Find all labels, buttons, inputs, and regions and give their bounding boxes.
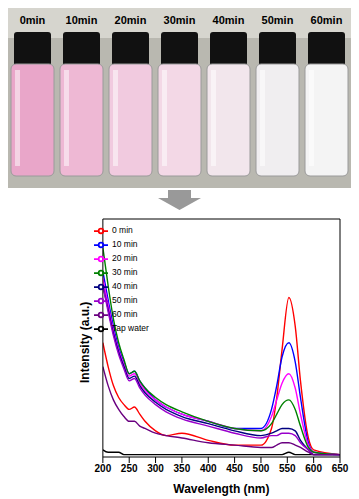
svg-text:30min: 30min xyxy=(164,14,196,26)
svg-text:550: 550 xyxy=(279,463,296,474)
svg-text:300: 300 xyxy=(147,463,164,474)
svg-text:250: 250 xyxy=(121,463,138,474)
svg-text:350: 350 xyxy=(174,463,191,474)
svg-text:60min: 60min xyxy=(311,14,343,26)
svg-text:Intensity (a.u.): Intensity (a.u.) xyxy=(78,302,92,383)
html-text:50 min: 50 min xyxy=(112,295,138,306)
svg-text:450: 450 xyxy=(226,463,243,474)
svg-text:50min: 50min xyxy=(262,14,294,26)
svg-text:40min: 40min xyxy=(213,14,245,26)
svg-text:600: 600 xyxy=(305,463,322,474)
html-text:40 min: 40 min xyxy=(112,281,138,292)
svg-text:500: 500 xyxy=(253,463,270,474)
svg-text:Wavelength (nm): Wavelength (nm) xyxy=(173,482,269,496)
svg-text:10min: 10min xyxy=(66,14,98,26)
svg-text:20min: 20min xyxy=(115,14,147,26)
svg-text:650: 650 xyxy=(332,463,349,474)
html-text:30 min: 30 min xyxy=(112,267,138,278)
html-text:20 min: 20 min xyxy=(112,253,138,264)
html-text:10 min: 10 min xyxy=(112,239,138,250)
html-text:Tap water: Tap water xyxy=(112,323,149,334)
svg-text:200: 200 xyxy=(95,463,112,474)
svg-text:0min: 0min xyxy=(20,14,46,26)
html-text:60 min: 60 min xyxy=(112,309,138,320)
html-text:0 min: 0 min xyxy=(112,225,133,236)
svg-text:400: 400 xyxy=(200,463,217,474)
